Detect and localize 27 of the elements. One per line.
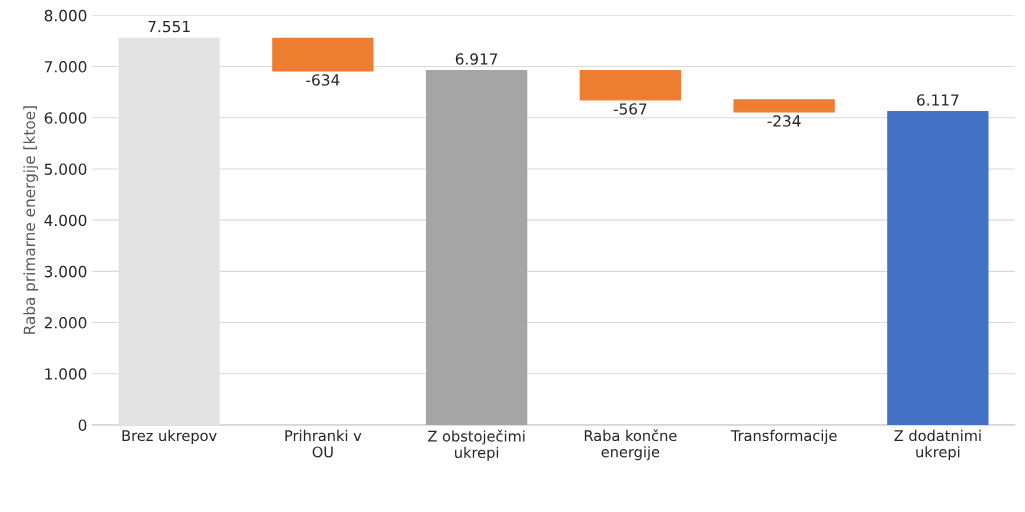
x-tick-label: Raba končne energije bbox=[584, 429, 677, 461]
bar bbox=[733, 99, 835, 113]
y-tick-label: 1.000 bbox=[45, 368, 87, 380]
y-tick-label: 3.000 bbox=[44, 265, 87, 278]
x-tick-label: Prihranki v OU bbox=[285, 429, 362, 458]
data-label: -567 bbox=[613, 103, 647, 115]
x-tick-label: Z dodatnimi ukrepi bbox=[894, 429, 981, 461]
bar bbox=[425, 70, 528, 425]
data-label: -634 bbox=[306, 74, 340, 86]
y-tick-label: 5.000 bbox=[44, 163, 87, 175]
bar bbox=[887, 111, 989, 425]
y-tick-label: 6.000 bbox=[44, 112, 87, 124]
y-tick-label: 2.000 bbox=[44, 317, 87, 329]
x-tick-label: Transformacije bbox=[730, 429, 837, 444]
data-label: 6.117 bbox=[917, 94, 959, 106]
y-tick-label: 0 bbox=[78, 419, 87, 431]
bar bbox=[579, 70, 682, 101]
y-tick-label: 4.000 bbox=[44, 214, 87, 227]
x-tick-label: Brez ukrepov bbox=[122, 429, 217, 444]
y-tick-label: 8.000 bbox=[44, 9, 87, 22]
y-axis-title: Raba primarne energije [ktoe] bbox=[23, 106, 39, 334]
data-label: 6.917 bbox=[455, 53, 498, 65]
data-label: 7.551 bbox=[148, 20, 190, 33]
bar bbox=[272, 37, 374, 72]
x-tick-label: Z obstoječimi ukrepi bbox=[428, 429, 525, 461]
data-label: -234 bbox=[767, 115, 801, 127]
y-tick-label: 7.000 bbox=[44, 61, 87, 73]
